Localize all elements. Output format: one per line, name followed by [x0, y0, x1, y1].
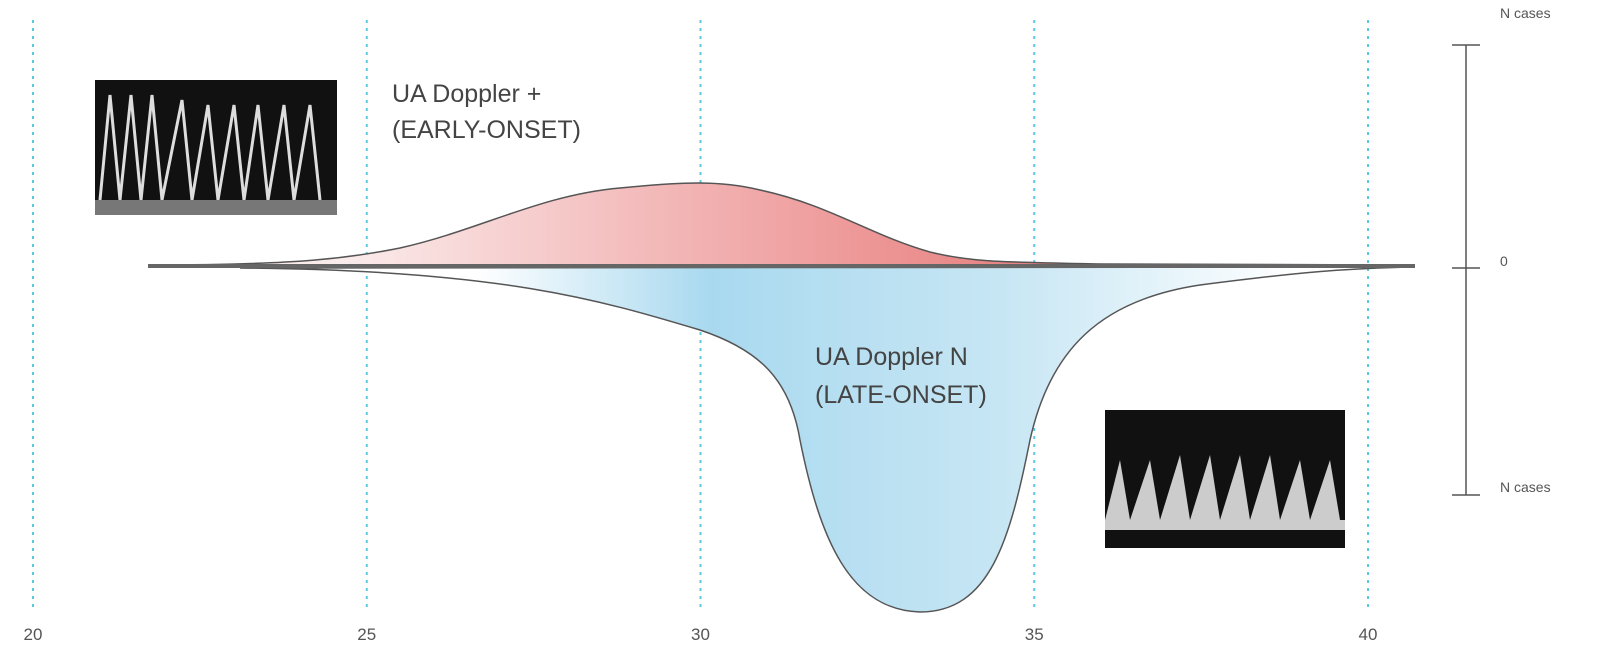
early-onset-label: (EARLY-ONSET) — [392, 116, 581, 144]
early-onset-area — [150, 183, 1415, 265]
doppler-image-early — [95, 80, 337, 215]
y-scale-bottom-label: N cases — [1500, 479, 1551, 495]
y-scale-zero-label: 0 — [1500, 253, 1508, 269]
late-onset-label: (LATE-ONSET) — [815, 381, 987, 409]
x-tick-label: 20 — [24, 625, 43, 644]
early-onset-label: UA Doppler + — [392, 80, 541, 108]
page: {"x_axis": {"ticks": [20, 25, 30, 35, 40… — [0, 0, 1602, 659]
late-onset-label: UA Doppler N — [815, 343, 968, 371]
x-tick-label: 40 — [1359, 625, 1378, 644]
y-scale-top-label: N cases — [1500, 5, 1551, 21]
doppler-image-late — [1105, 410, 1345, 548]
chart: N cases 0 N cases UA Doppler + (EARLY-ON… — [0, 0, 1602, 659]
x-tick-label: 35 — [1025, 625, 1044, 644]
x-tick-label: 30 — [691, 625, 710, 644]
y-scale: N cases 0 N cases — [1452, 5, 1551, 495]
x-tick-label: 25 — [357, 625, 376, 644]
